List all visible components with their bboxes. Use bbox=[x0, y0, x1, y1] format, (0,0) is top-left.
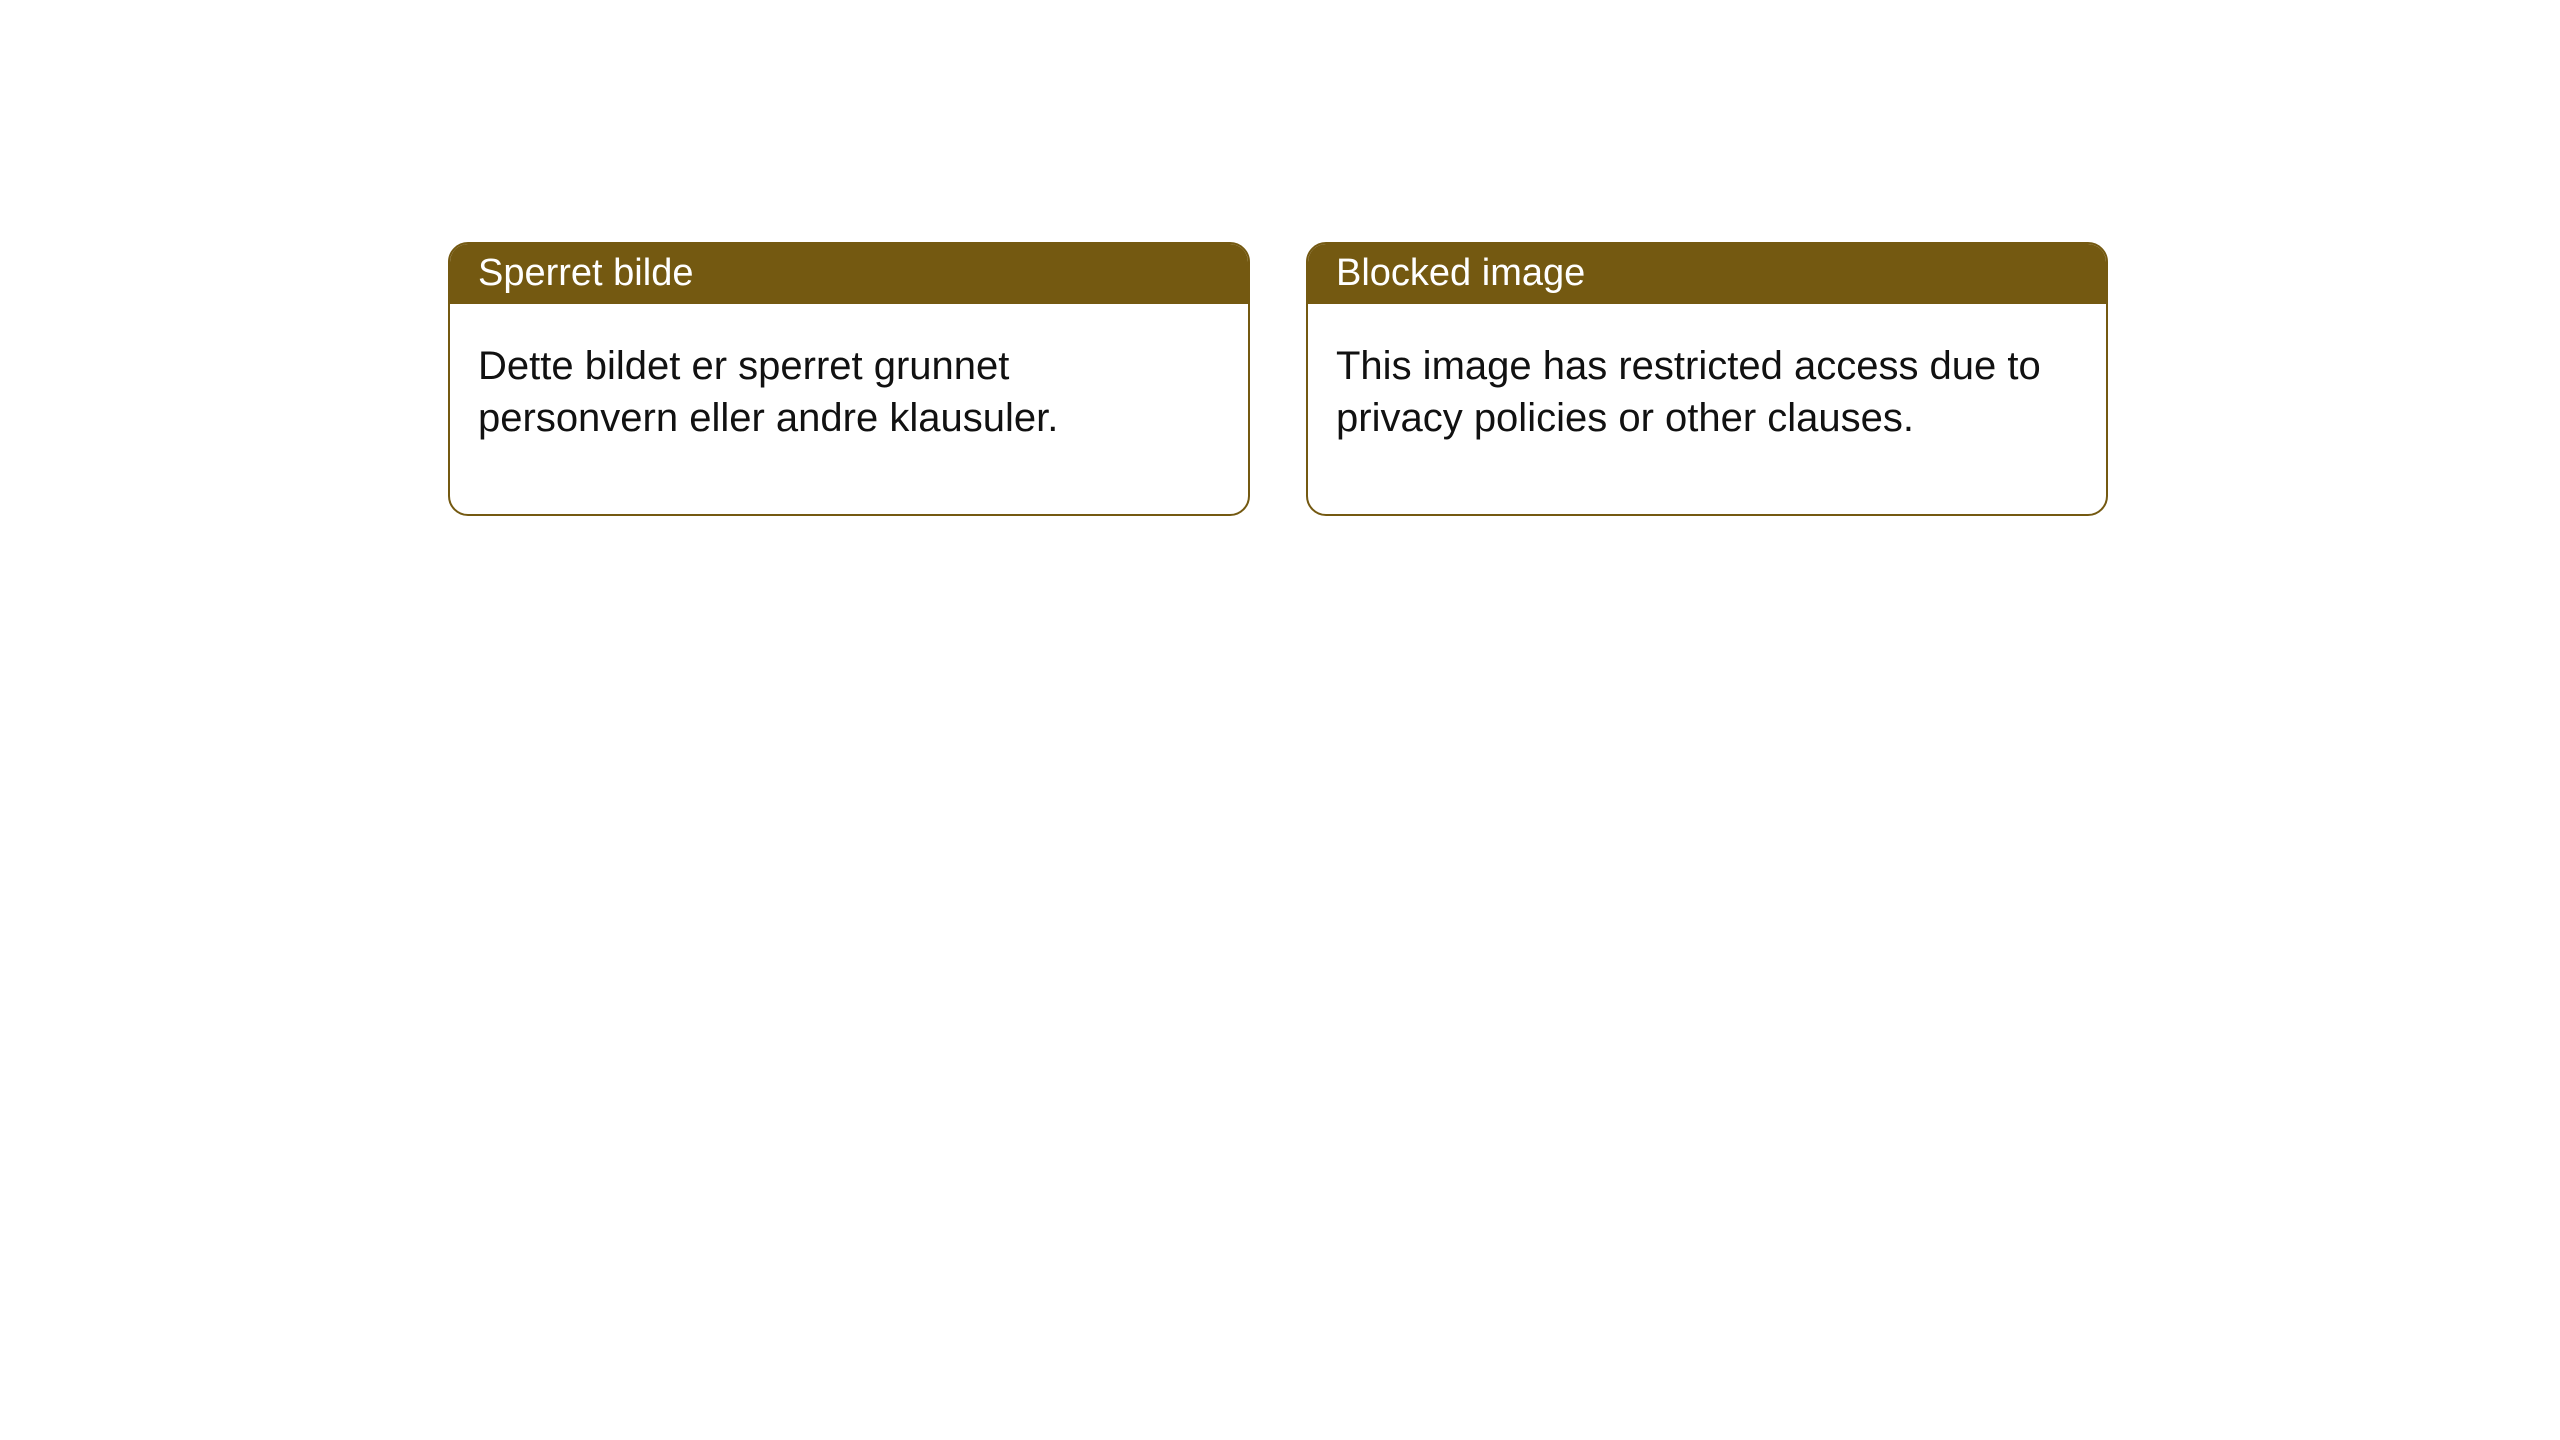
notice-card-no: Sperret bilde Dette bildet er sperret gr… bbox=[448, 242, 1250, 516]
notice-card-title: Sperret bilde bbox=[450, 244, 1248, 304]
notice-cards-row: Sperret bilde Dette bildet er sperret gr… bbox=[448, 242, 2108, 516]
notice-card-body: Dette bildet er sperret grunnet personve… bbox=[450, 304, 1248, 514]
notice-card-text: Dette bildet er sperret grunnet personve… bbox=[478, 340, 1220, 444]
notice-card-body: This image has restricted access due to … bbox=[1308, 304, 2106, 514]
notice-card-text: This image has restricted access due to … bbox=[1336, 340, 2078, 444]
notice-card-en: Blocked image This image has restricted … bbox=[1306, 242, 2108, 516]
notice-card-title: Blocked image bbox=[1308, 244, 2106, 304]
